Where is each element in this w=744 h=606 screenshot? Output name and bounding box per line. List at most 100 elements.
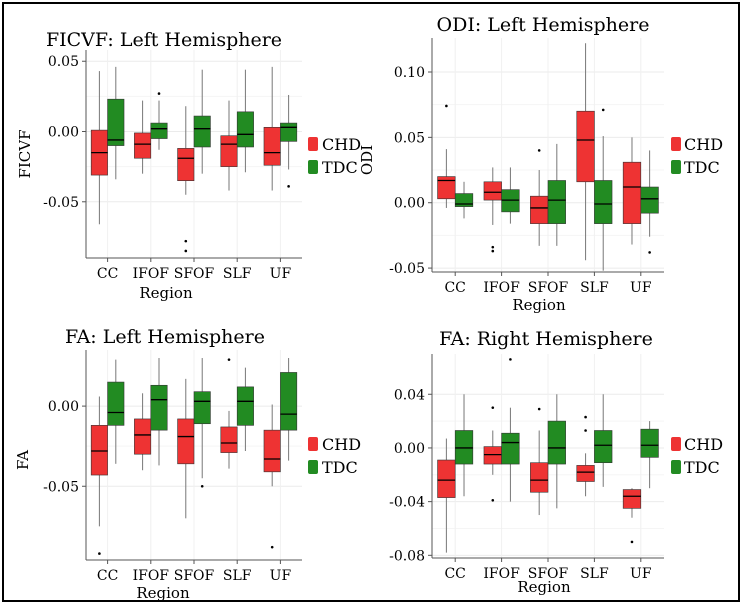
box-body xyxy=(263,126,281,166)
y-axis-label: ODI xyxy=(358,145,376,175)
outlier-point xyxy=(287,185,290,188)
y-tick-label: -0.04 xyxy=(389,495,425,511)
legend-key-tdc xyxy=(671,460,681,474)
legend: CHD TDC xyxy=(308,435,361,477)
box-body xyxy=(437,459,456,498)
box-body xyxy=(576,110,595,183)
box-chd-uf xyxy=(263,404,281,549)
box-tdc-sfof xyxy=(547,143,566,246)
box-body xyxy=(576,465,595,482)
x-tick-label: CC xyxy=(444,566,465,582)
box-body xyxy=(107,381,125,426)
box-chd-slf xyxy=(220,358,238,469)
outlier-point xyxy=(648,251,651,254)
box-tdc-cc xyxy=(107,359,125,464)
box-tdc-slf xyxy=(594,394,613,487)
legend: CHD TDC xyxy=(671,135,723,177)
outlier-point xyxy=(537,407,541,411)
y-tick-label: -0.08 xyxy=(389,548,425,564)
box-body xyxy=(437,176,456,200)
y-tick-label: -0.05 xyxy=(389,261,425,277)
legend-key-tdc xyxy=(671,160,681,174)
x-tick-label: SFOF xyxy=(174,568,215,584)
x-tick-label: SFOF xyxy=(174,266,215,282)
panel-title: FA: Left Hemisphere xyxy=(65,326,265,348)
plot-area: 0.00 -0.05 CC IFOF SFOF SLF UF xyxy=(43,350,302,584)
x-tick-label: SLF xyxy=(580,566,609,582)
outlier-point xyxy=(537,149,541,152)
box-body xyxy=(547,180,566,224)
legend-label-tdc: TDC xyxy=(322,158,358,177)
box-tdc-uf xyxy=(640,421,659,489)
box-body xyxy=(280,372,298,431)
box-body xyxy=(530,195,549,224)
box-body xyxy=(594,180,613,224)
box-tdc-sfof xyxy=(547,394,566,509)
box-tdc-uf xyxy=(280,94,298,188)
outlier-point xyxy=(584,415,587,419)
box-body xyxy=(177,148,195,182)
box-tdc-slf xyxy=(236,367,254,451)
box-tdc-sfof xyxy=(193,69,211,174)
x-tick-label: UF xyxy=(270,568,292,584)
outlier-point xyxy=(157,92,161,95)
x-tick-label: SLF xyxy=(223,266,252,282)
outlier-point xyxy=(270,545,274,549)
x-tick-label: CC xyxy=(97,568,118,584)
panel-title: FA: Right Hemisphere xyxy=(439,328,653,350)
box-chd-sfof xyxy=(177,378,195,519)
x-tick-label: IFOF xyxy=(483,566,520,582)
y-tick-label: 0.05 xyxy=(48,54,79,70)
panel-odi: ODI: Left Hemisphere Region ODI 0.10 0.05… xyxy=(358,14,723,314)
box-body xyxy=(622,489,642,509)
box-chd-sfof xyxy=(530,149,549,246)
box-chd-cc xyxy=(437,438,456,553)
panel-fa-right: FA: Right Hemisphere Region 0.04 0.00 -0.0… xyxy=(389,328,723,596)
legend-key-chd xyxy=(671,137,681,151)
box-chd-uf xyxy=(622,488,642,544)
box-tdc-ifof xyxy=(150,92,168,150)
y-axis-label: FICVF xyxy=(16,129,34,178)
box-tdc-slf xyxy=(594,108,613,271)
y-axis-label: FA xyxy=(14,450,32,470)
panel-fa-left: FA: Left Hemisphere Region FA 0.00 -0.05 C… xyxy=(14,326,361,602)
box-body xyxy=(220,426,238,453)
box-body xyxy=(640,428,659,458)
panel-title: ODI: Left Hemisphere xyxy=(437,14,650,36)
outlier-point xyxy=(491,249,495,253)
box-body xyxy=(594,430,613,464)
outlier-point xyxy=(491,498,495,502)
box-chd-ifof xyxy=(134,393,152,471)
box-tdc-cc xyxy=(107,66,125,180)
plot-area: 0.05 0.00 -0.05 CC IFOF SFOF SLF UF xyxy=(43,50,302,282)
outlier-point xyxy=(509,358,512,361)
outlier-point xyxy=(630,540,634,544)
outlier-point xyxy=(200,484,204,488)
y-tick-label: 0.00 xyxy=(48,125,79,141)
box-tdc-ifof xyxy=(501,358,520,502)
outlier-point xyxy=(584,429,587,432)
box-chd-cc xyxy=(90,396,108,555)
y-tick-label: 0.10 xyxy=(394,65,425,81)
box-chd-ifof xyxy=(134,100,152,174)
outlier-point xyxy=(184,249,188,253)
plot-area: 0.10 0.05 0.00 -0.05 CC IFOF SFOF SLF UF xyxy=(389,38,664,296)
box-tdc-cc xyxy=(454,394,474,497)
x-tick-label: SFOF xyxy=(528,280,569,296)
box-tdc-sfof xyxy=(193,358,211,488)
box-body xyxy=(107,98,125,146)
legend-label-chd: CHD xyxy=(684,435,723,454)
x-tick-label: CC xyxy=(97,266,118,282)
box-tdc-slf xyxy=(236,69,254,173)
box-chd-uf xyxy=(263,66,281,191)
legend-key-tdc xyxy=(308,160,318,174)
outlier-point xyxy=(445,104,448,108)
box-body xyxy=(236,386,254,426)
x-tick-label: CC xyxy=(444,280,465,296)
x-tick-label: SLF xyxy=(580,280,609,296)
legend-key-tdc xyxy=(308,460,318,474)
x-axis-label: Region xyxy=(517,578,571,596)
legend-key-chd xyxy=(308,137,318,151)
box-body xyxy=(501,189,520,213)
